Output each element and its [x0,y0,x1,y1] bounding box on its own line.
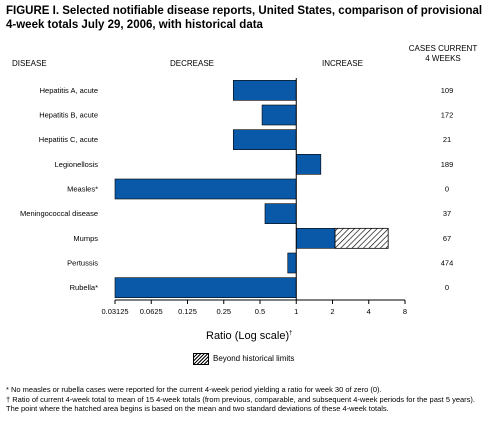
bar-5 [264,203,297,224]
bar-0 [232,80,297,101]
bar-chart: 0.03125 0.0625 0.125 0.25 0.5 1 2 4 8 Hepatitis … [20,78,453,316]
cases-value-4: 0 [445,185,449,194]
category-label-2: Hepatitis C, acute [39,135,98,144]
header-increase: INCREASE [322,59,363,68]
header-cases: CASES CURRENT 4 WEEKS [403,44,483,64]
cases-value-3: 189 [441,160,454,169]
cases-value-0: 109 [441,86,454,95]
footnote-1: * No measles or rubella cases were repor… [6,385,382,394]
footnote-2: † Ratio of current 4-week total to mean … [6,395,475,413]
category-label-4: Measles* [67,185,98,194]
cases-value-8: 0 [445,283,449,292]
x-tick-label-0: 0.03125 [101,307,128,316]
axis-layer: 0.03125 0.0625 0.125 0.25 0.5 1 2 4 8 [101,78,407,316]
x-tick-label-7: 4 [367,307,371,316]
category-label-3: Legionellosis [55,160,99,169]
x-tick-label-5: 1 [294,307,298,316]
bar-7 [287,252,297,274]
x-tick-label-2: 0.125 [178,307,197,316]
category-label-7: Pertussis [67,259,98,268]
labels-layer: Hepatitis A, acute 109 Hepatitis B, acute 1… [20,86,453,292]
category-label-0: Hepatitis A, acute [40,86,98,95]
x-tick-label-8: 8 [403,307,407,316]
bars-layer [114,80,389,298]
legend-hatch-swatch [193,353,209,365]
bar-3 [295,154,322,175]
legend-label: Beyond historical limits [213,354,295,363]
x-axis-label: Ratio (Log scale)† [206,330,293,342]
x-axis-label-mark: † [289,330,293,337]
cases-value-2: 21 [443,135,451,144]
header-decrease: DECREASE [170,59,215,68]
category-label-5: Meningococcal disease [20,209,98,218]
figure-title: FIGURE I. Selected notifiable disease re… [6,5,483,31]
bar-2 [232,129,297,150]
x-tick-label-3: 0.25 [216,307,231,316]
header-cases-line1: CASES CURRENT [408,44,478,53]
category-label-8: Rubella* [70,283,98,292]
category-label-1: Hepatitis B, acute [39,111,98,120]
cases-value-1: 172 [441,111,454,120]
cases-value-5: 37 [443,209,451,218]
x-tick-label-6: 2 [330,307,334,316]
x-axis-label-text: Ratio (Log scale) [206,330,290,342]
bar-hatch-6 [334,227,389,249]
header-cases-line2: 4 WEEKS [425,54,461,63]
cases-value-6: 67 [443,234,451,243]
cases-value-7: 474 [441,259,454,268]
bar-6 [295,228,336,249]
bar-4 [114,178,297,200]
bar-1 [261,104,297,126]
category-label-6: Mumps [73,234,98,243]
header-disease: DISEASE [12,59,47,68]
x-tick-label-1: 0.0625 [140,307,163,316]
bar-8 [114,277,297,298]
x-tick-label-4: 0.5 [255,307,265,316]
